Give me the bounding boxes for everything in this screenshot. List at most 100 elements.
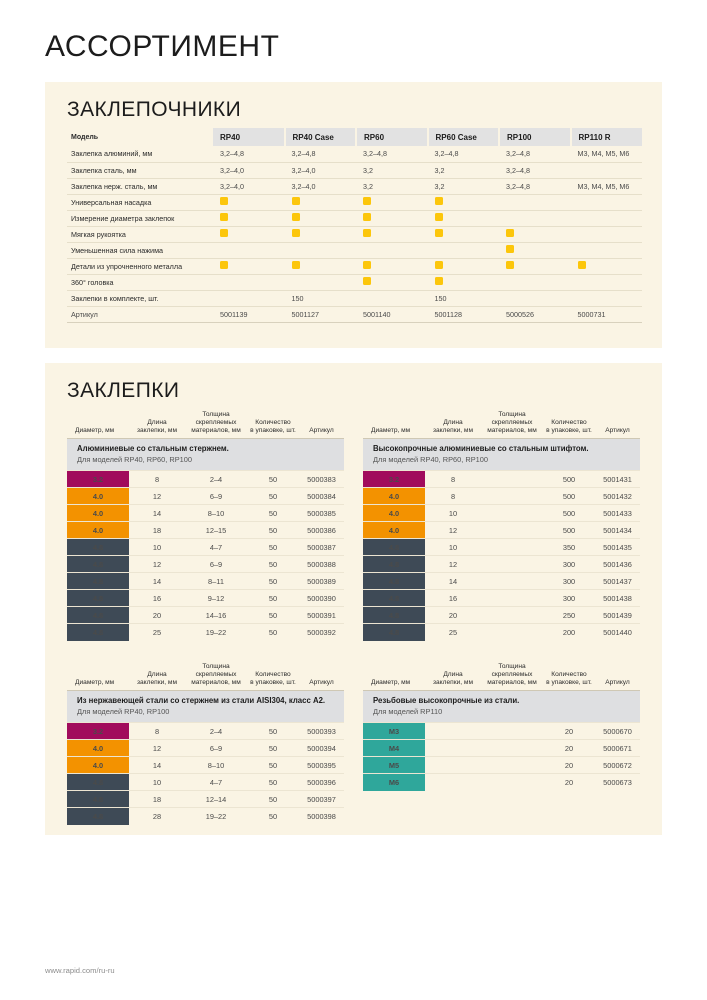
cell-value [356,290,428,307]
cell-value: 3,2 [356,162,428,179]
quantity-value: 250 [543,606,595,625]
diameter-badge: 4.8 [67,807,129,825]
quantity-value: 50 [247,538,299,557]
group-header-cell: Из нержавеющей стали со стержнем из стал… [67,690,344,724]
column-header-thickness-line: Толщина [498,411,526,418]
column-header-diameter-line: Диаметр, мм [371,427,411,435]
thickness-value: 2–4 [185,722,247,741]
quantity-value: 50 [247,572,299,591]
group-subtitle: Для моделей RP40, RP60, RP100 [373,455,488,465]
length-value: 14 [129,572,185,591]
thickness-value [481,722,543,741]
column-header-diameter: Диаметр, мм [363,411,425,440]
group-title: Из нержавеющей стали со стержнем из стал… [77,696,326,706]
table-row: Измерение диаметра заклепок [67,210,642,227]
table-row: 4.8 14 300 5001437 [363,572,640,591]
table-row: 4.8 18 12–14 50 5000397 [67,790,344,809]
thickness-value: 12–15 [185,521,247,540]
rivet-guns-table: Модель RP40 RP40 Case RP60 RP60 Case RP100 RP… [67,128,642,323]
page-title: АССОРТИМЕНТ [45,30,280,63]
column-header-length-line: заклепки, мм [432,427,474,435]
check-dot-icon [363,277,371,285]
feature-dot-no [284,274,356,291]
check-dot-icon [434,213,443,221]
length-value: 10 [425,538,481,557]
cell-value: 3,2–4,0 [213,162,285,179]
group-header-cell: Резьбовые высокопрочные из стали. Для мод… [363,690,640,724]
feature-dot-yes [213,194,285,211]
quantity-value: 50 [247,756,299,775]
table-row: M4 20 5000671 [363,739,640,758]
cell-value: 3,2–4,0 [284,162,356,179]
column-header-thickness-line: материалов, мм [487,427,537,435]
column-header-rp60-case: RP60 Case [427,128,500,146]
column-header-diameter: Диаметр, мм [67,663,129,692]
check-dot-icon [363,261,371,269]
length-value [425,774,481,791]
column-header-quantity-line: в упаковке, шт. [546,427,592,435]
check-dot-icon [506,245,514,253]
table-row: 4.8 12 300 5001436 [363,555,640,574]
table-row: 4.0 12 6–9 50 5000384 [67,487,344,506]
feature-dot-yes [499,242,571,259]
cell-value: 150 [284,290,356,307]
article-value: 5000389 [299,572,344,591]
article-value: 5000390 [299,589,344,608]
length-value [425,722,481,741]
thickness-value [481,756,543,775]
table-row: 4.8 20 14–16 50 5000391 [67,606,344,625]
quantity-value: 50 [268,627,278,637]
check-dot-icon [220,229,228,237]
article-value: 5000398 [307,811,336,821]
table-row: 4.8 16 9–12 50 5000390 [67,589,344,608]
check-dot-icon [220,261,228,269]
rivets-table-stainless-aisi304: Диаметр, мм Длина заклепки, мм Толщина скреп… [67,663,344,825]
feature-dot-yes [213,210,285,227]
article-value: 5001432 [595,487,640,506]
feature-dot-no [499,194,571,211]
article-value: 5000395 [299,756,344,775]
article-value: 5001435 [595,538,640,557]
length-value: 18 [129,790,185,809]
thickness-value [481,739,543,758]
feature-dot-no [213,242,285,259]
quantity-value: 20 [543,739,595,758]
thickness-value [481,774,543,791]
diameter-badge: 4.0 [67,739,129,758]
column-header-thickness-line: материалов, мм [191,679,241,687]
length-value: 12 [425,521,481,540]
diameter-badge: 4.8 [67,538,129,557]
column-header-length-line: Длина [147,671,167,679]
quantity-value: 50 [247,555,299,574]
length-value: 25 [152,627,162,637]
check-dot-icon [434,277,443,285]
quantity-value: 50 [247,606,299,625]
diameter-badge: M5 [363,756,425,775]
feature-dot-yes [499,258,571,275]
column-header-length: Длина заклепки, мм [129,411,185,440]
rivets-table: Диаметр, мм Длина заклепки, мм Толщина скреп… [363,411,640,641]
row-label: 360° головка [67,274,213,291]
rivets-table-threaded-steel: Диаметр, мм Длина заклепки, мм Толщина скреп… [363,663,640,791]
column-header-rp60: RP60 [356,128,429,146]
column-header-length: Длина заклепки, мм [425,663,481,692]
column-header-length-line: заклепки, мм [136,679,178,687]
table-row: Универсальная насадка [67,194,642,211]
quantity-value: 500 [543,504,595,523]
group-subtitle: Для моделей RP40, RP100 [77,707,170,717]
table-row: Заклепки в комплекте, шт. 150 150 [67,290,642,307]
column-header-length: Длина заклепки, мм [425,411,481,440]
length-value: 8 [129,722,185,741]
cell-value: 3,2 [427,162,499,179]
thickness-value [481,624,543,641]
group-title: Высокопрочные алюминиевые со стальным шт… [373,444,589,454]
table-row: 4.8 25 19–22 50 5000392 [67,623,344,641]
check-dot-icon [363,229,371,237]
row-label: Мягкая рукоятка [67,226,213,243]
column-header-model: Модель [71,133,99,141]
diameter-badge: 4.8 [67,790,129,809]
feature-dot-no [570,274,642,291]
column-header-thickness: Толщина скрепляемых материалов, мм [481,663,543,692]
column-header-diameter-line: Диаметр, мм [371,679,411,687]
article-value: 5000385 [299,504,344,523]
